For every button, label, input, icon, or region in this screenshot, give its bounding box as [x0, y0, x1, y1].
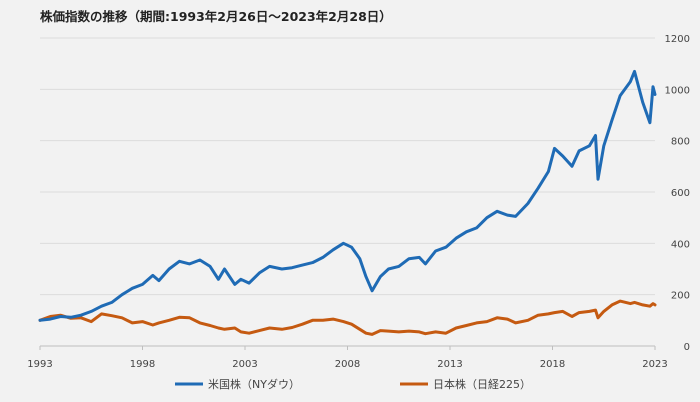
x-tick-label: 1993	[27, 359, 52, 370]
legend-label: 米国株（NYダウ）	[208, 377, 300, 391]
y-tick-label: 0	[684, 342, 690, 353]
chart-title: 株価指数の推移（期間:1993年2月26日～2023年2月28日）	[40, 9, 392, 24]
x-tick-label: 1998	[130, 359, 155, 370]
x-tick-label: 2003	[232, 359, 257, 370]
x-tick-label: 2023	[642, 359, 667, 370]
y-tick-label: 800	[671, 137, 690, 148]
y-tick-label: 400	[671, 239, 690, 250]
x-tick-label: 2008	[335, 359, 360, 370]
series-line-0	[38, 69, 657, 322]
gridlines	[40, 37, 655, 347]
series-line-1	[38, 299, 657, 336]
y-axis-ticks: 0 200 400 600 800 1000 1200	[665, 34, 690, 353]
x-tick-label: 2013	[437, 359, 462, 370]
legend: 米国株（NYダウ） 日本株（日経225）	[175, 377, 531, 391]
y-tick-label: 1200	[665, 34, 690, 45]
y-tick-label: 1000	[665, 85, 690, 96]
series-lines	[38, 69, 657, 336]
x-tick-label: 2018	[540, 359, 565, 370]
y-tick-label: 200	[671, 291, 690, 302]
x-axis-ticks: 1993 1998 2003 2008 2013 2018 2023	[27, 346, 668, 370]
legend-label: 日本株（日経225）	[433, 377, 531, 391]
y-tick-label: 600	[671, 188, 690, 199]
